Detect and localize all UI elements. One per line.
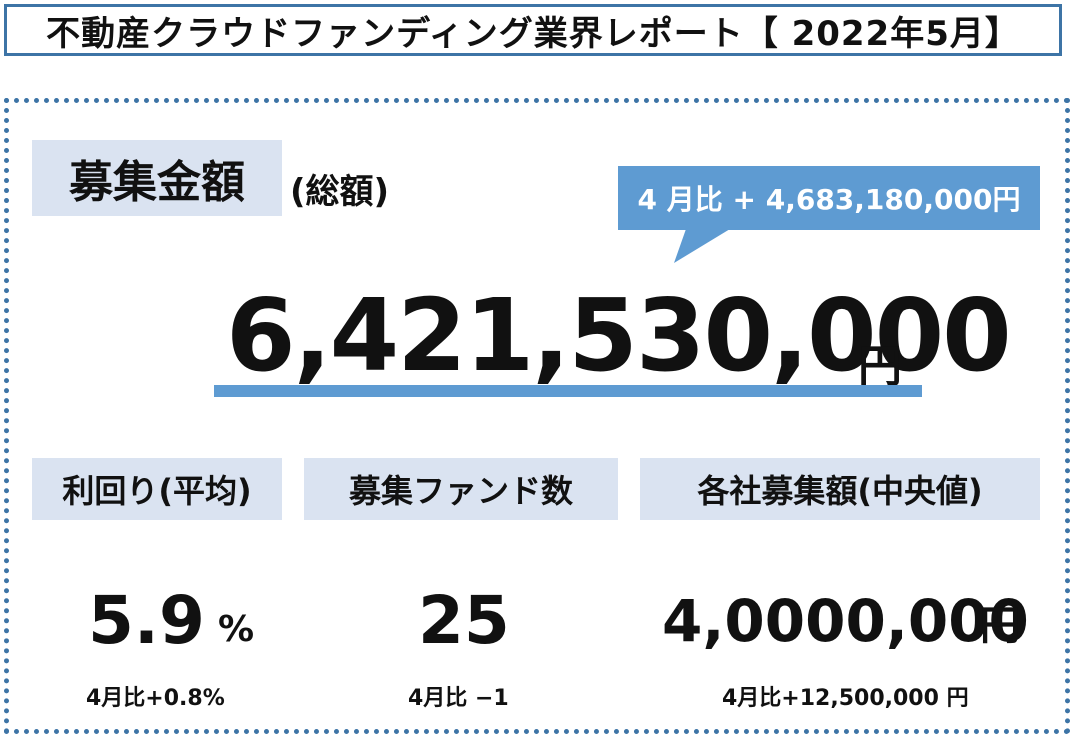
fund-count-value: 25 (418, 582, 510, 659)
total-amount-label: 募集金額 (32, 140, 282, 216)
yield-value: 5.9 (88, 582, 205, 659)
fund-count-label: 募集ファンド数 (304, 458, 618, 520)
fund-count-delta: 4月比 −1 (408, 686, 509, 711)
total-delta-callout: 4 月比 + 4,683,180,000円 (618, 166, 1040, 230)
yield-delta: 4月比+0.8% (86, 686, 225, 711)
yield-label: 利回り(平均) (32, 458, 282, 520)
yield-unit: % (218, 609, 255, 650)
median-amount-label: 各社募集額(中央値) (640, 458, 1040, 520)
median-amount-value: 4,0000,000 (662, 587, 1029, 655)
report-title-text: 不動産クラウドファンディング業界レポート【 2022年5月】 (46, 13, 1020, 54)
median-amount-unit: 円 (980, 603, 1020, 649)
total-amount-sublabel: (総額) (290, 172, 390, 212)
total-amount-unit: 円 (858, 341, 902, 392)
total-delta-text: 4 月比 + 4,683,180,000円 (637, 183, 1021, 216)
median-amount-delta: 4月比+12,500,000 円 (722, 686, 969, 711)
report-title: 不動産クラウドファンディング業界レポート【 2022年5月】 (4, 4, 1062, 56)
callout-tail (674, 229, 730, 263)
total-amount-value: 6,421,530,000 (226, 277, 1012, 394)
total-amount-underline (214, 385, 922, 397)
